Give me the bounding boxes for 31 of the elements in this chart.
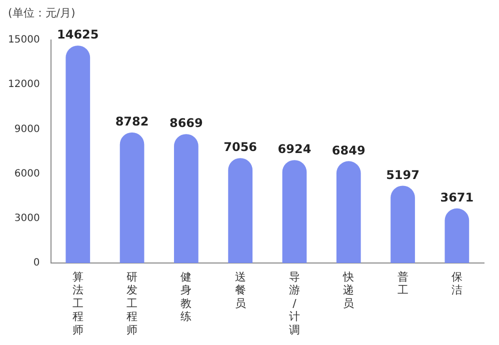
y-tick-label: 9000 — [14, 124, 40, 135]
bar — [336, 161, 361, 263]
y-axis-title: (单位：元/月) — [8, 6, 76, 20]
x-tick-label: 研发工程师 — [126, 270, 138, 336]
bar — [66, 46, 90, 263]
data-label: 3671 — [440, 190, 474, 205]
bar — [120, 132, 144, 263]
data-label: 8782 — [115, 114, 149, 129]
x-tick-label: 普工 — [397, 270, 408, 297]
x-tick-label: 保洁 — [451, 270, 462, 297]
bar — [444, 208, 470, 263]
x-tick-label: 送餐员 — [234, 270, 246, 310]
y-tick-label: 3000 — [14, 212, 40, 224]
bar — [390, 186, 415, 263]
data-label: 6924 — [278, 142, 312, 156]
data-label: 8669 — [169, 116, 203, 130]
bar — [228, 158, 253, 263]
bar — [174, 134, 198, 263]
x-tick-label: 导游/计调 — [288, 270, 300, 336]
bar — [282, 160, 307, 263]
x-tick-label: 算法工程师 — [72, 270, 84, 336]
y-tick-label: 0 — [33, 258, 40, 269]
x-tick-label: 健身教练 — [180, 270, 192, 324]
y-tick-label: 15000 — [8, 34, 40, 46]
y-tick-label: 6000 — [14, 168, 40, 180]
data-label: 14625 — [57, 28, 99, 42]
data-label: 5197 — [386, 168, 420, 182]
y-tick-label: 12000 — [8, 79, 40, 90]
data-label: 6849 — [332, 143, 366, 158]
x-tick-label: 快递员 — [342, 270, 354, 310]
data-label: 7056 — [224, 140, 258, 154]
